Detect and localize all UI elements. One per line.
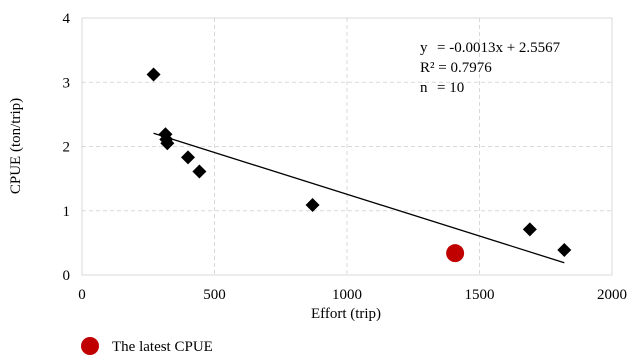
sample-size-label: n <box>420 80 428 96</box>
y-tick-label: 1 <box>63 204 71 220</box>
y-tick-label: 3 <box>63 75 71 91</box>
plot-area-border <box>81 17 613 276</box>
data-point-diamond <box>181 150 195 165</box>
tick-label-layer: 0 1 2 3 4 0 500 1000 1500 2000 <box>63 11 628 303</box>
data-point-diamond <box>192 164 207 179</box>
legend: The latest CPUE <box>81 337 213 355</box>
equation-y-label: y <box>420 40 428 56</box>
data-point-diamond <box>160 136 175 151</box>
axis-layer <box>81 17 613 276</box>
legend-label-latest-cpue: The latest CPUE <box>112 339 213 355</box>
grid-layer <box>82 18 612 275</box>
y-tick-label: 2 <box>63 140 71 156</box>
sample-size-value: = 10 <box>437 80 464 96</box>
data-point-diamond <box>305 197 320 212</box>
x-axis-title: Effort (trip) <box>311 306 381 322</box>
x-tick-label: 0 <box>78 287 86 303</box>
data-point-layer <box>146 67 572 263</box>
y-axis-title: CPUE (ton/trip) <box>8 98 24 194</box>
equation-formula: = -0.0013x + 2.5567 <box>437 40 561 56</box>
regression-equation: y = -0.0013x + 2.5567 R² = 0.7976 n = 10 <box>420 40 561 96</box>
data-point-latest-cpue <box>446 244 465 263</box>
y-tick-label: 0 <box>63 268 71 284</box>
data-point-diamond <box>557 242 572 257</box>
x-tick-label: 500 <box>203 287 226 303</box>
x-tick-label: 1500 <box>465 287 495 303</box>
trendline-layer <box>153 132 565 264</box>
y-tick-label: 4 <box>63 11 71 27</box>
data-point-diamond <box>146 67 161 82</box>
x-tick-label: 1000 <box>332 287 362 303</box>
data-point-diamond <box>522 222 537 237</box>
x-tick-label: 2000 <box>597 287 627 303</box>
r-squared-text: R² = 0.7976 <box>420 60 492 76</box>
trendline <box>153 132 565 264</box>
legend-marker-latest-cpue <box>81 337 99 355</box>
